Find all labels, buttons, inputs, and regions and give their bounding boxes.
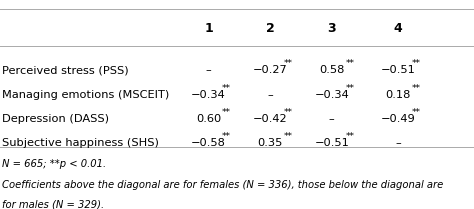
Text: **: ** — [222, 108, 231, 117]
Text: **: ** — [222, 132, 231, 141]
Text: 3: 3 — [328, 22, 336, 35]
Text: –: – — [206, 65, 211, 75]
Text: **: ** — [284, 59, 292, 68]
Text: –: – — [329, 114, 335, 124]
Text: −0.42: −0.42 — [253, 114, 288, 124]
Text: **: ** — [412, 108, 420, 117]
Text: for males (N = 329).: for males (N = 329). — [2, 199, 104, 209]
Text: –: – — [395, 138, 401, 148]
Text: 2: 2 — [266, 22, 274, 35]
Text: −0.34: −0.34 — [191, 90, 226, 100]
Text: **: ** — [284, 108, 292, 117]
Text: 0.58: 0.58 — [319, 65, 345, 75]
Text: Subjective happiness (SHS): Subjective happiness (SHS) — [2, 138, 159, 148]
Text: Perceived stress (PSS): Perceived stress (PSS) — [2, 65, 129, 75]
Text: −0.51: −0.51 — [381, 65, 416, 75]
Text: 0.35: 0.35 — [257, 138, 283, 148]
Text: Depression (DASS): Depression (DASS) — [2, 114, 109, 124]
Text: **: ** — [346, 132, 354, 141]
Text: 0.60: 0.60 — [196, 114, 221, 124]
Text: −0.58: −0.58 — [191, 138, 226, 148]
Text: N = 665; **p < 0.01.: N = 665; **p < 0.01. — [2, 159, 107, 169]
Text: −0.27: −0.27 — [253, 65, 288, 75]
Text: **: ** — [284, 132, 292, 141]
Text: −0.51: −0.51 — [314, 138, 349, 148]
Text: 4: 4 — [394, 22, 402, 35]
Text: **: ** — [346, 84, 354, 93]
Text: Managing emotions (MSCEIT): Managing emotions (MSCEIT) — [2, 90, 170, 100]
Text: 0.18: 0.18 — [385, 90, 411, 100]
Text: **: ** — [222, 84, 231, 93]
Text: 1: 1 — [204, 22, 213, 35]
Text: **: ** — [412, 84, 420, 93]
Text: −0.49: −0.49 — [381, 114, 416, 124]
Text: −0.34: −0.34 — [314, 90, 349, 100]
Text: **: ** — [346, 59, 354, 68]
Text: Coefficients above the diagonal are for females (N = 336), those below the diago: Coefficients above the diagonal are for … — [2, 180, 444, 190]
Text: –: – — [267, 90, 273, 100]
Text: **: ** — [412, 59, 420, 68]
